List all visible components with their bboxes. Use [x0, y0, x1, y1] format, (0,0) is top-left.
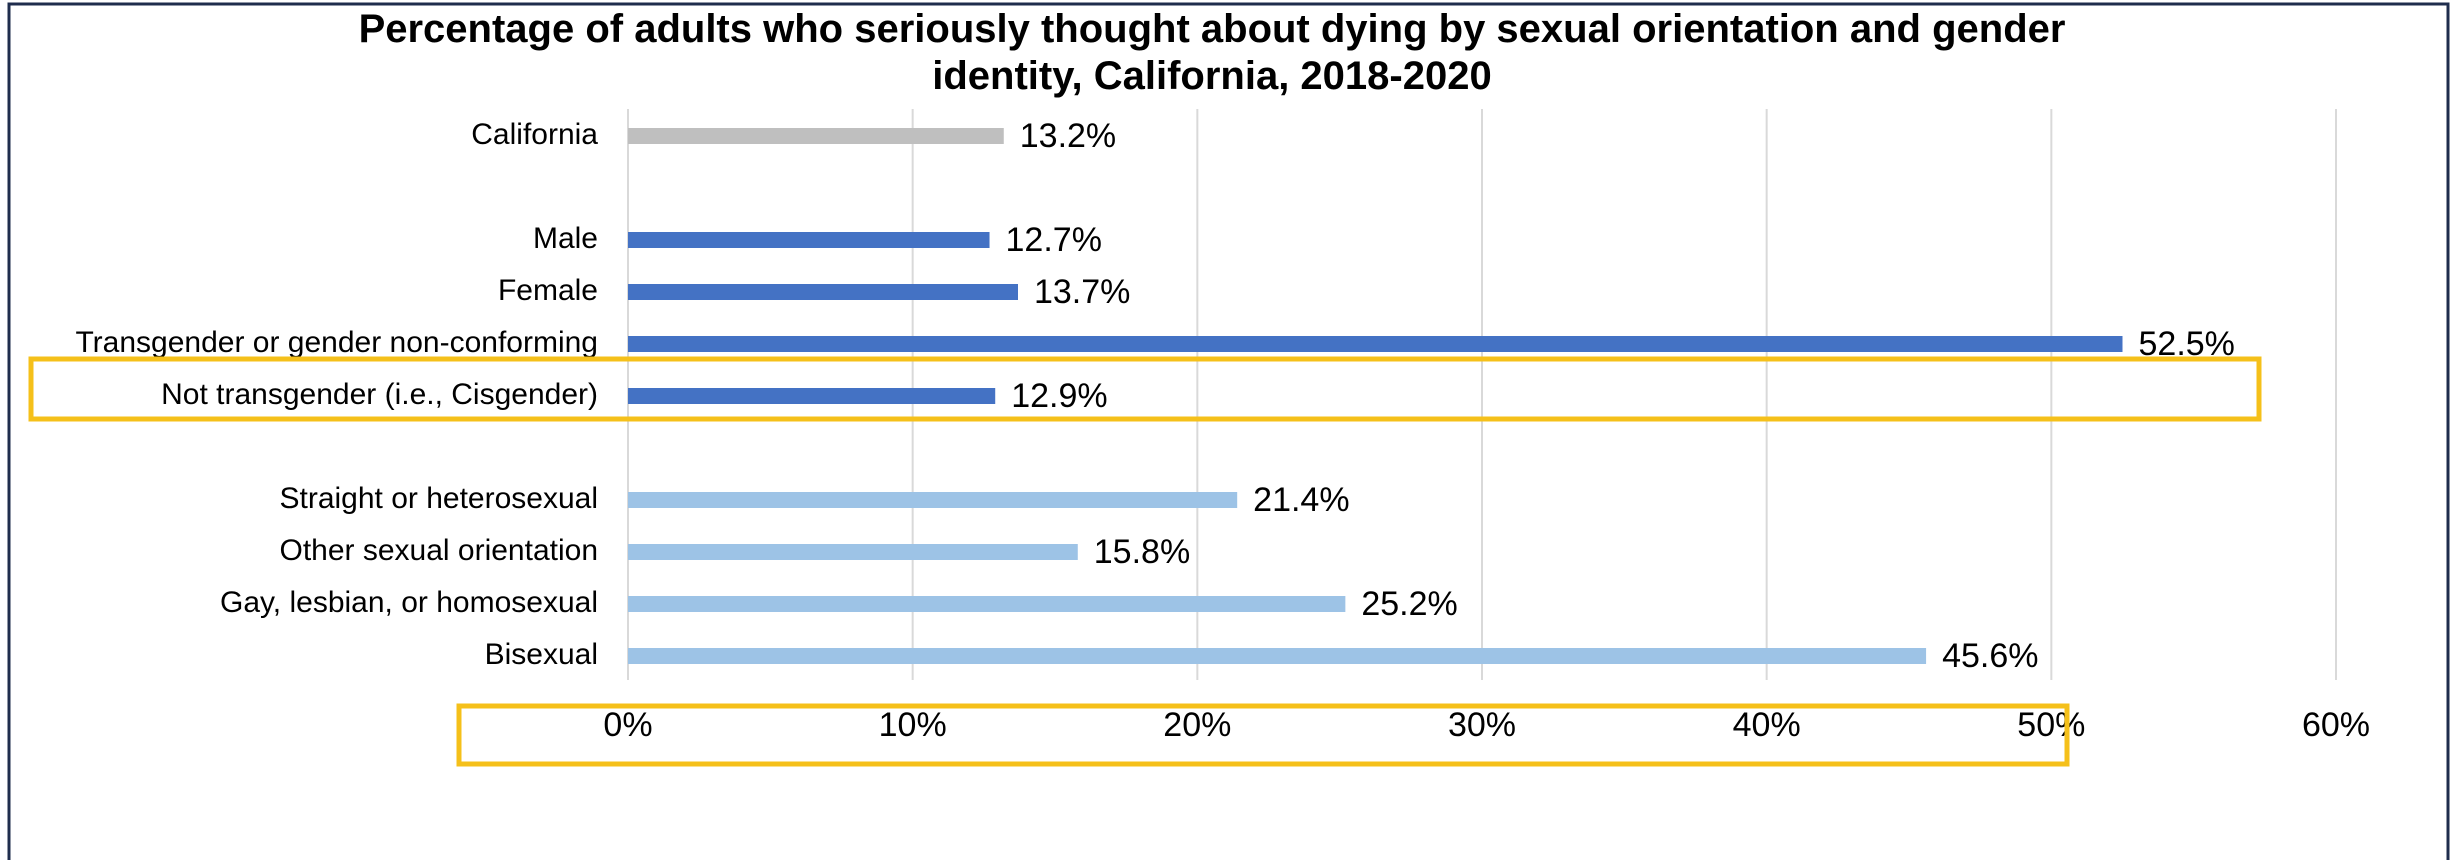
data-label: 13.2% [1020, 117, 1116, 155]
data-label: 25.2% [1361, 585, 1457, 623]
data-label: 12.9% [1011, 377, 1107, 415]
highlight-box [456, 703, 2070, 767]
y-tick-label: Male [533, 222, 598, 255]
y-tick-label: Gay, lesbian, or homosexual [220, 586, 598, 619]
bar [628, 128, 1004, 144]
y-tick-label: Transgender or gender non-conforming [75, 326, 598, 359]
bar [628, 648, 1927, 664]
y-tick-label: Female [498, 274, 598, 307]
plot: 0% 10% 20% 30% 40% 50% 60% California 13.2% Male 1… [75, 109, 2370, 744]
x-tick-label: 0% [603, 706, 652, 744]
bar [628, 336, 2123, 352]
bar [628, 596, 1346, 612]
frame [7, 2, 2450, 860]
bar [628, 544, 1078, 560]
x-tick-label: 60% [2302, 706, 2370, 744]
y-tick-label: California [471, 118, 598, 151]
x-tick-label: 10% [879, 706, 947, 744]
chart-title: Percentage of adults who seriously thoug… [359, 7, 2066, 98]
y-tick-label: Other sexual orientation [279, 534, 598, 567]
highlight-box [28, 356, 2262, 422]
data-label: 15.8% [1094, 533, 1190, 571]
data-label: 21.4% [1253, 481, 1349, 519]
y-tick-label: Not transgender (i.e., Cisgender) [161, 378, 598, 411]
x-tick-label: 40% [1733, 706, 1801, 744]
x-tick-label: 50% [2017, 706, 2085, 744]
bar [628, 284, 1018, 300]
bar [628, 492, 1238, 508]
bar [628, 388, 996, 404]
data-label: 45.6% [1942, 637, 2038, 675]
data-label: 13.7% [1034, 273, 1130, 311]
x-tick-label: 30% [1448, 706, 1516, 744]
bar [628, 232, 990, 248]
y-tick-label: Straight or heterosexual [279, 482, 598, 515]
x-tick-label: 20% [1163, 706, 1231, 744]
data-label: 12.7% [1006, 221, 1102, 259]
y-tick-label: Bisexual [485, 638, 598, 671]
